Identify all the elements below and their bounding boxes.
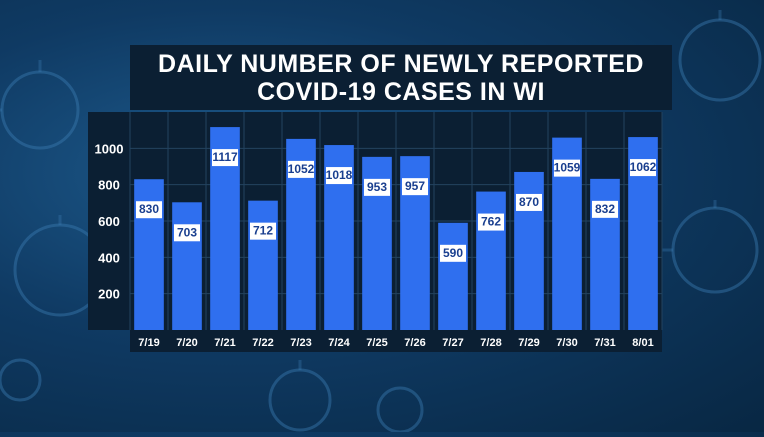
x-axis-ticks: 7/19 7/20 7/21 7/22 7/23 7/24 7/25 7/26 7/27 7/28… — [138, 337, 653, 349]
data-label-box — [174, 224, 200, 242]
y-axis-ticks: 200 400 600 800 1000 — [95, 141, 124, 301]
data-label-box — [326, 167, 352, 185]
x-tick-label: 7/23 — [290, 337, 311, 349]
y-tick-label: 600 — [98, 214, 120, 229]
bar — [248, 200, 278, 330]
data-label-box — [212, 149, 238, 167]
bar — [438, 222, 468, 330]
x-tick-label: 8/01 — [632, 337, 653, 349]
bar — [172, 202, 202, 330]
data-label: 712 — [253, 224, 273, 238]
data-label-box — [288, 160, 314, 178]
data-label-box — [402, 178, 428, 196]
data-label-box — [630, 159, 656, 177]
x-tick-label: 7/20 — [176, 337, 197, 349]
x-tick-label: 7/29 — [518, 337, 539, 349]
data-label: 1052 — [288, 162, 315, 176]
x-tick-label: 7/21 — [214, 337, 235, 349]
data-label-box — [554, 159, 580, 177]
data-label: 870 — [519, 195, 539, 209]
data-label-box — [250, 222, 276, 240]
x-tick-label: 7/25 — [366, 337, 387, 349]
data-label-box — [364, 178, 390, 196]
data-label-box — [440, 244, 466, 262]
y-tick-label: 1000 — [95, 141, 124, 156]
x-tick-label: 7/26 — [404, 337, 425, 349]
y-tick-label: 200 — [98, 287, 120, 302]
data-label-box — [136, 201, 162, 219]
data-label: 1117 — [212, 150, 238, 164]
data-label: 832 — [595, 202, 615, 216]
data-label-box — [592, 200, 618, 218]
chart-title-box: DAILY NUMBER OF NEWLY REPORTED COVID-19 … — [130, 45, 672, 110]
data-label: 762 — [481, 215, 501, 229]
data-label: 830 — [139, 202, 159, 216]
data-label-box — [516, 193, 542, 211]
x-tick-label: 7/28 — [480, 337, 501, 349]
x-axis-panel — [130, 330, 662, 352]
x-tick-label: 7/24 — [328, 337, 350, 349]
chart-title-line-1: DAILY NUMBER OF NEWLY REPORTED — [158, 49, 644, 78]
x-tick-label: 7/31 — [594, 337, 615, 349]
data-label: 1018 — [326, 168, 353, 182]
data-label-box — [478, 213, 504, 231]
data-label: 957 — [405, 179, 425, 193]
data-label: 703 — [177, 225, 197, 239]
y-tick-label: 800 — [98, 178, 120, 193]
x-tick-label: 7/30 — [556, 337, 577, 349]
data-labels: 830 703 1117 712 1052 1018 953 957 590 762 870 1059… — [136, 149, 657, 262]
chart-title-line-2: COVID-19 CASES IN WI — [257, 77, 545, 106]
x-tick-label: 7/22 — [252, 337, 273, 349]
data-label: 1059 — [554, 161, 581, 175]
y-tick-label: 400 — [98, 250, 120, 265]
y-axis-panel — [88, 112, 130, 330]
data-label: 1062 — [630, 160, 657, 174]
x-tick-label: 7/27 — [442, 337, 463, 349]
data-label: 953 — [367, 180, 387, 194]
bar — [476, 191, 506, 330]
data-label: 590 — [443, 246, 463, 260]
x-tick-label: 7/19 — [138, 337, 159, 349]
